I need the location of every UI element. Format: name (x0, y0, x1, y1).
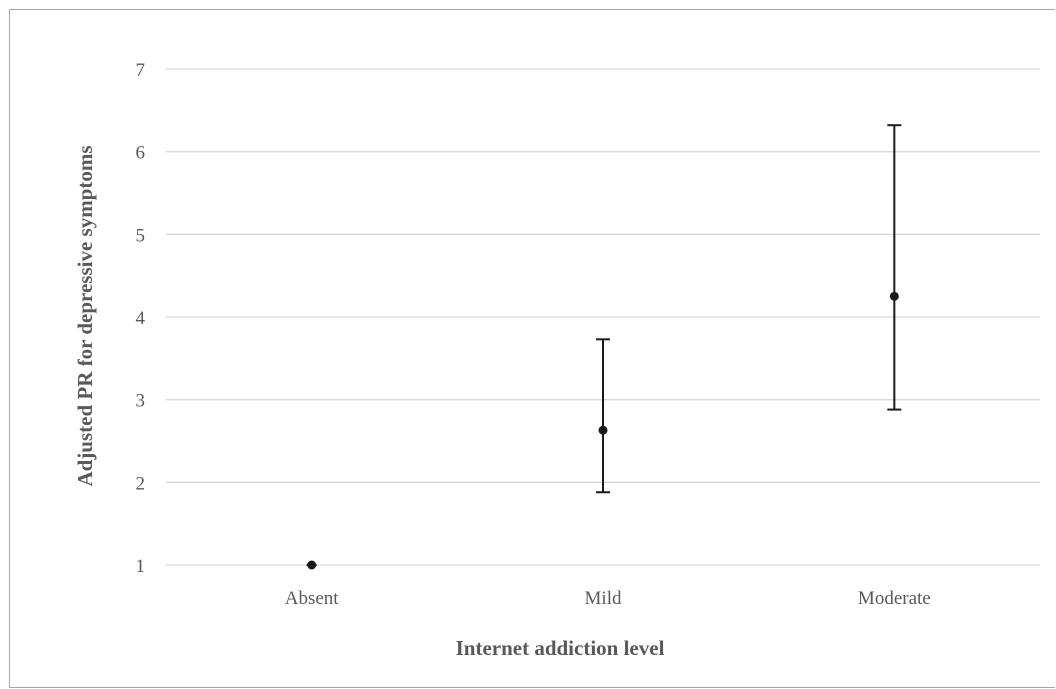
x-axis-title: Internet addiction level (456, 636, 665, 660)
x-tick-label-moderate: Moderate (858, 588, 931, 609)
y-tick-label-4: 4 (136, 308, 146, 329)
x-tick-labels: Absent Mild Moderate (285, 588, 931, 609)
chart-frame (9, 9, 1055, 688)
y-tick-label-7: 7 (136, 60, 146, 81)
y-tick-label-6: 6 (136, 143, 146, 164)
x-tick-label-absent: Absent (285, 588, 340, 609)
x-tick-label-mild: Mild (585, 588, 622, 609)
y-tick-label-5: 5 (136, 225, 146, 246)
point-mild (598, 425, 608, 435)
point-moderate (889, 291, 899, 301)
error-bars (306, 124, 902, 566)
y-tick-label-1: 1 (136, 556, 146, 577)
y-tick-labels: 1 2 3 4 5 6 7 (136, 60, 146, 577)
y-tick-label-2: 2 (136, 473, 146, 494)
data-points (307, 291, 899, 570)
y-tick-label-3: 3 (136, 391, 146, 412)
y-axis-title: Adjusted PR for depressive symptoms (73, 145, 97, 486)
point-absent (307, 560, 317, 570)
